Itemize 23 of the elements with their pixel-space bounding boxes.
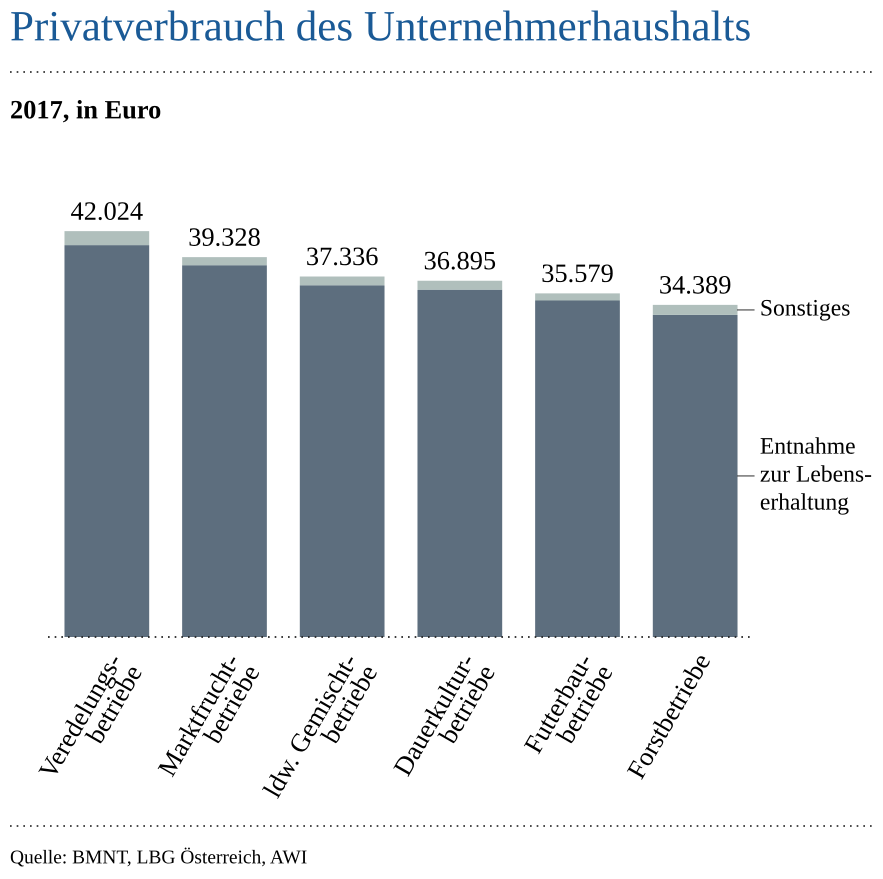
bar xyxy=(64,231,150,246)
source-note: Quelle: BMNT, LBG Österreich, AWI xyxy=(10,848,307,866)
annotation: 42.024 xyxy=(71,202,143,220)
bar xyxy=(535,300,620,637)
bar xyxy=(182,257,267,266)
bar xyxy=(300,276,385,286)
annotation: 36.895 xyxy=(424,252,496,270)
annotation: 37.336 xyxy=(307,248,378,266)
chart-title: Privatverbrauch des Unternehmerhaushalts xyxy=(11,10,750,41)
bar xyxy=(300,285,385,637)
bar xyxy=(64,245,150,637)
bar xyxy=(182,265,267,637)
annotation: 39.328 xyxy=(189,228,260,246)
annotation: 35.579 xyxy=(542,264,613,282)
series-label: Sonstiges xyxy=(761,300,850,321)
bar xyxy=(652,304,738,315)
chart-subtitle: 2017, in Euro xyxy=(11,100,160,122)
bar xyxy=(652,314,738,637)
bar xyxy=(417,280,502,290)
bar xyxy=(417,290,502,637)
series-label: Entnahme zur Lebens- erhaltung xyxy=(760,437,872,515)
bar xyxy=(535,293,620,300)
annotation: 34.389 xyxy=(660,276,730,294)
